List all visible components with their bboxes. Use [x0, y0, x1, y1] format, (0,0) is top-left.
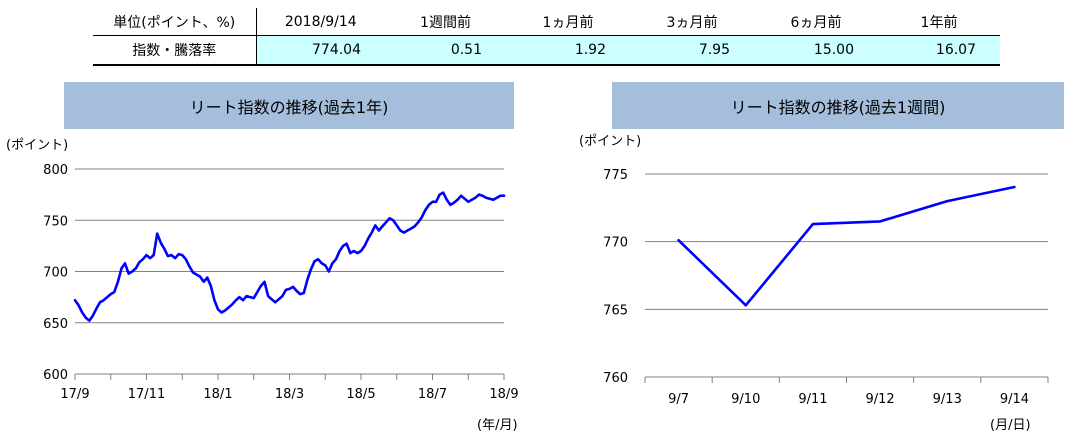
- one-month-header: 1ヵ月前: [506, 8, 630, 37]
- right-x-tick-label: 9/7: [668, 392, 689, 407]
- right-y-tick-label: 775: [603, 168, 628, 183]
- left-y-tick-label: 600: [43, 368, 68, 383]
- three-month-change: 7.95: [630, 35, 754, 65]
- unit-header: 単位(ポイント、%): [93, 8, 257, 37]
- left-series-line: [73, 191, 506, 323]
- left-x-tick-label: 18/7: [418, 387, 447, 402]
- one-year-header: 1年前: [878, 8, 1000, 37]
- right-x-tick-label: 9/10: [731, 392, 760, 407]
- left-x-tick-label: 17/9: [60, 387, 89, 402]
- chart-title-1week: リート指数の推移(過去1週間): [612, 82, 1064, 129]
- left-x-tick-label: 18/9: [489, 387, 518, 402]
- one-year-change: 16.07: [878, 35, 1000, 65]
- right-x-tick-label: 9/14: [1000, 392, 1029, 407]
- index-value: 774.04: [256, 35, 385, 65]
- left-x-tick-label: 18/3: [275, 387, 304, 402]
- right-y-tick-label: 765: [603, 303, 628, 318]
- right-y-tick-label: 760: [603, 371, 628, 386]
- left-y-tick-label: 750: [43, 214, 68, 229]
- one-week-change: 0.51: [385, 35, 506, 65]
- left-x-unit: (年/月): [477, 418, 518, 433]
- right-x-tick-label: 9/11: [798, 392, 827, 407]
- summary-table: 単位(ポイント、%) 2018/9/14 1週間前 1ヵ月前 3ヵ月前 6ヵ月前…: [93, 8, 1000, 66]
- three-month-header: 3ヵ月前: [630, 8, 754, 37]
- table-header-row: 単位(ポイント、%) 2018/9/14 1週間前 1ヵ月前 3ヵ月前 6ヵ月前…: [93, 8, 1000, 37]
- left-y-tick-label: 650: [43, 317, 68, 332]
- chart-title-1year: リート指数の推移(過去1年): [64, 82, 514, 129]
- six-month-change: 15.00: [754, 35, 878, 65]
- row-label: 指数・騰落率: [93, 35, 257, 65]
- right-x-tick-label: 9/12: [865, 392, 894, 407]
- left-y-tick-label: 800: [43, 163, 68, 178]
- right-y-tick-label: 770: [603, 236, 628, 251]
- left-x-tick-label: 17/11: [128, 387, 165, 402]
- left-x-tick-label: 18/5: [346, 387, 375, 402]
- one-month-change: 1.92: [506, 35, 630, 65]
- right-series-line: [677, 185, 1016, 307]
- right-x-tick-label: 9/13: [933, 392, 962, 407]
- one-week-header: 1週間前: [385, 8, 506, 37]
- right-x-unit: (月/日): [990, 418, 1031, 433]
- date-header: 2018/9/14: [256, 8, 385, 37]
- left-y-unit: (ポイント): [6, 138, 69, 153]
- right-y-unit: (ポイント): [579, 134, 642, 149]
- table-data-row: 指数・騰落率 774.04 0.51 1.92 7.95 15.00 16.07: [93, 35, 1000, 65]
- left-y-tick-label: 700: [43, 266, 68, 281]
- six-month-header: 6ヵ月前: [754, 8, 878, 37]
- left-x-tick-label: 18/1: [203, 387, 232, 402]
